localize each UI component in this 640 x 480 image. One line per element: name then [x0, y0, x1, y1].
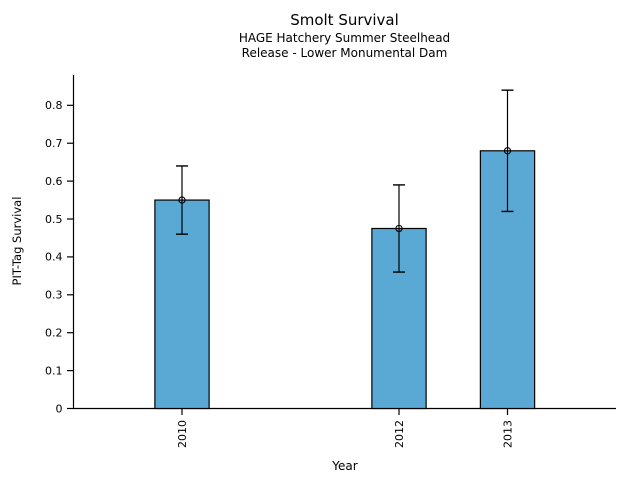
y-tick-label: 0: [56, 402, 63, 415]
y-tick-label: 0.6: [45, 175, 63, 188]
y-tick-label: 0.1: [45, 364, 63, 377]
y-tick-label: 0.8: [45, 99, 63, 112]
chart-title: Smolt Survival: [290, 11, 399, 29]
chart-subtitle-line1: HAGE Hatchery Summer Steelhead: [238, 31, 451, 45]
y-axis-label: PIT-Tag Survival: [10, 196, 24, 286]
x-tick-label: 2013: [502, 420, 515, 448]
y-tick-label: 0.3: [45, 289, 63, 302]
point-marker: [503, 147, 512, 155]
x-tick-label: 2012: [393, 420, 406, 448]
y-tick-label: 0.5: [45, 213, 63, 226]
chart-subtitle-line2: Release - Lower Monumental Dam: [241, 46, 448, 60]
x-tick-label: 2010: [176, 420, 189, 448]
point-marker: [395, 224, 403, 233]
x-axis-label: Year: [332, 459, 358, 473]
y-tick-label: 0.4: [45, 251, 63, 264]
y-tick-label: 0.7: [45, 137, 63, 150]
y-tick-label: 0.2: [45, 327, 63, 340]
point-marker: [178, 196, 186, 204]
